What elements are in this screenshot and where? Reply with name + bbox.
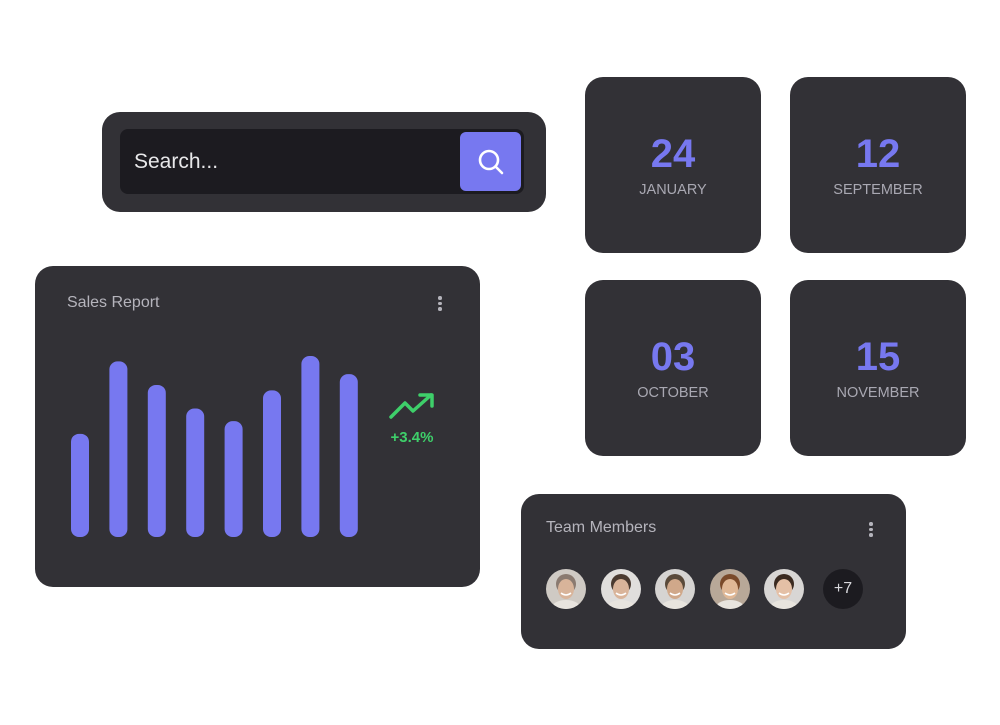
search-card [102,112,546,212]
date-month: SEPTEMBER [833,182,923,198]
search-bar [120,129,524,194]
chart-bar [224,421,243,537]
chart-bar [71,433,89,537]
date-card[interactable]: 12 SEPTEMBER [790,77,966,253]
team-members-card: Team Members +7 [521,494,906,649]
trend-indicator: +3.4% [389,392,435,446]
date-card[interactable]: 03 OCTOBER [585,280,761,456]
more-options-icon[interactable] [438,296,442,311]
avatar[interactable] [655,569,695,609]
date-card[interactable]: 15 NOVEMBER [790,280,966,456]
avatar[interactable] [600,569,641,609]
chart-bar [147,384,166,537]
avatar[interactable] [546,569,586,609]
more-options-icon[interactable] [869,522,873,537]
chart-bar [263,390,281,537]
avatar[interactable] [764,569,804,609]
card-title: Sales Report [67,294,160,311]
sales-report-card: Sales Report +3.4% [35,266,480,587]
date-day: 24 [650,132,696,176]
trending-up-icon [389,393,434,419]
trend-value: +3.4% [390,429,434,446]
card-title: Team Members [546,519,657,536]
date-day: 15 [855,335,901,379]
avatar[interactable] [709,569,750,609]
date-day: 12 [855,132,901,176]
search-input[interactable] [134,129,454,194]
chart-bar [109,361,128,537]
date-day: 03 [650,335,696,379]
chart-bar [339,374,358,537]
chart-bar [186,408,205,537]
more-members-button[interactable]: +7 [823,569,863,609]
date-month: OCTOBER [637,385,709,401]
chart-bar [301,356,320,537]
date-month: NOVEMBER [836,385,920,401]
sales-bar-chart [71,356,358,537]
date-month: JANUARY [639,182,707,198]
search-icon [478,149,503,174]
search-button[interactable] [460,132,521,191]
date-card[interactable]: 24 JANUARY [585,77,761,253]
